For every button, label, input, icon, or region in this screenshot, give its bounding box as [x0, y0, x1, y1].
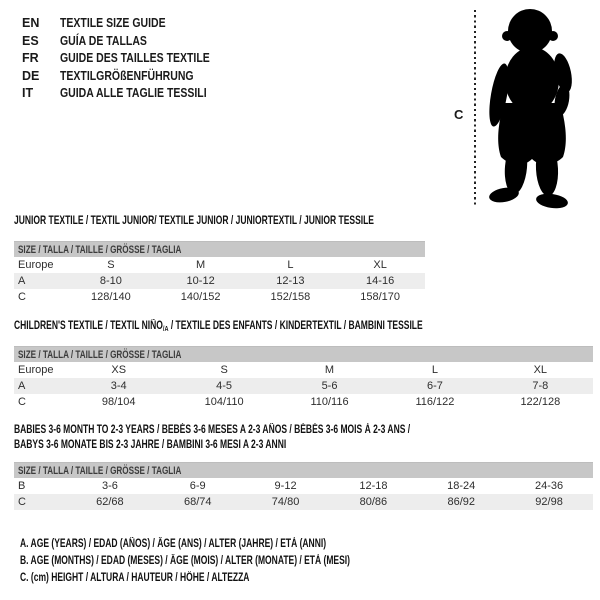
age-cell: 5-6 — [321, 380, 338, 392]
size-cell: M — [196, 259, 206, 271]
height-cell: 74/80 — [271, 496, 300, 508]
table-row-height: C 62/68 68/74 74/80 80/86 86/92 92/98 — [14, 494, 593, 510]
lang-title: GUIDA ALLE TAGLIE TESSILI — [60, 86, 207, 100]
height-cell: 152/158 — [270, 291, 311, 303]
height-cell: 110/116 — [310, 396, 349, 408]
height-dotted-line-icon — [474, 10, 476, 206]
height-cell: 104/110 — [204, 396, 244, 408]
lang-code: DE — [22, 68, 40, 83]
table-row-age: A 3-4 4-5 5-6 6-7 7-8 — [14, 378, 593, 394]
height-cell: 158/170 — [360, 291, 400, 303]
row-label: C — [18, 396, 26, 408]
language-title-list: EN TEXTILE SIZE GUIDE ES GUÍA DE TALLAS … — [22, 15, 238, 103]
legend-note-c: C. (cm) HEIGHT / ALTURA / HAUTEUR / HÖHE… — [20, 572, 250, 584]
junior-size-table: JUNIOR TEXTILE / TEXTIL JUNIOR/ TEXTILE … — [14, 215, 425, 305]
lang-row-it: IT GUIDA ALLE TAGLIE TESSILI — [22, 85, 238, 103]
table-row-height: C 128/140 140/152 152/158 158/170 — [14, 289, 425, 305]
height-cell: 62/68 — [96, 496, 124, 508]
height-cell: 80/86 — [359, 496, 388, 508]
junior-table-title-text: JUNIOR TEXTILE / TEXTIL JUNIOR/ TEXTILE … — [14, 215, 374, 227]
children-size-table: CHILDREN'S TEXTILE / TEXTIL NIÑO/A / TEX… — [14, 320, 593, 410]
row-label: Europe — [18, 364, 54, 376]
age-cell: 7-8 — [532, 380, 549, 392]
size-cell: XL — [533, 364, 548, 376]
lang-row-en: EN TEXTILE SIZE GUIDE — [22, 15, 238, 33]
baby-silhouette-icon — [489, 9, 572, 209]
size-header-text: SIZE / TALLA / TAILLE / GRÖSSE / TAGLIA — [18, 465, 182, 477]
lang-code: ES — [22, 33, 39, 48]
height-cell: 98/104 — [101, 396, 136, 408]
lang-code: IT — [22, 86, 34, 100]
legend-note-b: B. AGE (MONTHS) / EDAD (MESES) / ÂGE (MO… — [20, 555, 350, 567]
size-cell: L — [431, 364, 438, 376]
size-header-bar: SIZE / TALLA / TAILLE / GRÖSSE / TAGLIA — [14, 346, 593, 362]
row-label: A — [18, 275, 26, 287]
babies-table-title: BABIES 3-6 MONTH TO 2-3 YEARS / BEBÉS 3-… — [14, 423, 593, 453]
age-cell: 6-7 — [426, 380, 443, 392]
lang-title: TEXTILE SIZE GUIDE — [60, 16, 166, 30]
months-cell: 18-24 — [447, 480, 476, 492]
months-cell: 6-9 — [189, 480, 206, 492]
legend-note-a: A. AGE (YEARS) / EDAD (AÑOS) / ÂGE (ANS)… — [20, 538, 327, 550]
months-cell: 12-18 — [359, 480, 388, 492]
row-label: C — [18, 291, 26, 303]
size-header-text: SIZE / TALLA / TAILLE / GRÖSSE / TAGLIA — [18, 244, 182, 256]
height-cell: 92/98 — [535, 496, 563, 508]
lang-code: FR — [22, 51, 39, 65]
table-row-age: A 8-10 10-12 12-13 14-16 — [14, 273, 425, 289]
lang-title: GUIDE DES TAILLES TEXTILE — [60, 51, 210, 65]
row-label: C — [18, 496, 26, 508]
baby-height-figure: C — [450, 0, 600, 215]
lang-title: TEXTILGRÖßENFÜHRUNG — [60, 68, 194, 83]
babies-size-table: BABIES 3-6 MONTH TO 2-3 YEARS / BEBÉS 3-… — [14, 423, 593, 510]
height-cell: 128/140 — [90, 291, 131, 303]
height-cell: 122/128 — [520, 396, 561, 408]
size-cell: XS — [111, 364, 127, 376]
size-cell: S — [220, 364, 228, 376]
table-row-europe: Europe XS S M L XL — [14, 362, 593, 378]
size-header-bar: SIZE / TALLA / TAILLE / GRÖSSE / TAGLIA — [14, 462, 593, 478]
size-header-text: SIZE / TALLA / TAILLE / GRÖSSE / TAGLIA — [18, 349, 182, 361]
children-table-title: CHILDREN'S TEXTILE / TEXTIL NIÑO/A / TEX… — [14, 320, 593, 333]
age-cell: 8-10 — [99, 275, 122, 287]
size-cell: M — [324, 364, 335, 376]
table-row-europe: Europe S M L XL — [14, 257, 425, 273]
age-cell: 14-16 — [366, 275, 395, 287]
age-cell: 4-5 — [216, 380, 233, 392]
height-cell: 140/152 — [180, 291, 221, 303]
children-table-title-text: CHILDREN'S TEXTILE / TEXTIL NIÑO/A / TEX… — [14, 320, 423, 333]
row-label: Europe — [18, 259, 54, 271]
age-cell: 3-4 — [110, 380, 127, 392]
row-label: A — [18, 380, 26, 392]
age-cell: 12-13 — [276, 275, 305, 287]
row-label: B — [18, 480, 26, 492]
junior-table-title: JUNIOR TEXTILE / TEXTIL JUNIOR/ TEXTILE … — [14, 215, 425, 228]
size-header-bar: SIZE / TALLA / TAILLE / GRÖSSE / TAGLIA — [14, 241, 425, 257]
lang-row-fr: FR GUIDE DES TAILLES TEXTILE — [22, 50, 238, 68]
table-row-height: C 98/104 104/110 110/116 116/122 122/128 — [14, 394, 593, 410]
babies-table-title-line2: BABYS 3-6 MONATE BIS 2-3 JAHRE / BAMBINI… — [14, 439, 287, 451]
lang-row-es: ES GUÍA DE TALLAS — [22, 33, 238, 51]
height-cell: 116/122 — [415, 396, 455, 408]
legend-notes: A. AGE (YEARS) / EDAD (AÑOS) / ÂGE (ANS)… — [20, 536, 466, 587]
months-cell: 24-36 — [534, 480, 564, 492]
months-cell: 9-12 — [274, 480, 297, 492]
height-cell: 68/74 — [183, 496, 212, 508]
size-cell: S — [107, 259, 115, 271]
table-row-months: B 3-6 6-9 9-12 12-18 18-24 24-36 — [14, 478, 593, 494]
size-cell: L — [287, 259, 294, 271]
lang-title: GUÍA DE TALLAS — [60, 33, 147, 48]
size-cell: XL — [373, 259, 387, 271]
babies-table-title-line1: BABIES 3-6 MONTH TO 2-3 YEARS / BEBÉS 3-… — [14, 424, 411, 436]
lang-row-de: DE TEXTILGRÖßENFÜHRUNG — [22, 68, 238, 86]
lang-code: EN — [22, 16, 40, 30]
height-measure-label: C — [454, 107, 464, 122]
height-cell: 86/92 — [447, 496, 475, 508]
months-cell: 3-6 — [101, 480, 118, 492]
age-cell: 10-12 — [186, 275, 215, 287]
